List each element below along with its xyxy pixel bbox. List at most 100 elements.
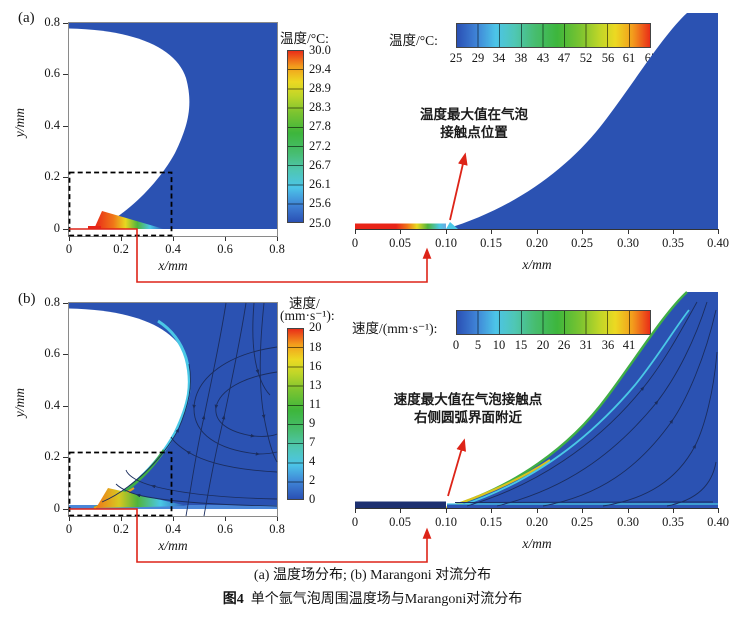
- a-right-colorbar-tick: 56: [601, 51, 615, 65]
- b-left-colorbar-title-line2: (mm·s⁻¹):: [280, 308, 335, 323]
- b-right-xtick: 0.10: [435, 515, 457, 529]
- a-left-colorbar-tick: 28.3: [309, 100, 331, 114]
- a-left-xtick: 0.4: [165, 242, 181, 256]
- b-left-xtick: 0.2: [113, 522, 129, 536]
- figure-caption: 图4 单个氩气泡周围温度场与Marangoni对流分布: [0, 588, 745, 608]
- a-right-colorbar-tick: 34: [492, 51, 506, 65]
- b-left-colorbar-tick: 9: [309, 416, 316, 430]
- b-left-colorbar-tick: 20: [309, 320, 322, 334]
- b-left-colorbar-tick: 18: [309, 340, 322, 354]
- a-left-ytick: 0.8: [44, 15, 60, 29]
- contact-point-cyan-tip: [446, 222, 458, 229]
- b-left-xtick: 0.6: [217, 522, 233, 536]
- b-left-colorbar-tick: 0: [309, 492, 316, 506]
- a-left-colorbar-tick: 29.4: [309, 62, 331, 76]
- b-left-colorbar: [287, 328, 304, 500]
- hot-wall-strip: [355, 223, 446, 229]
- b-right-colorbar: [456, 310, 651, 335]
- panel-b-tag: (b): [18, 291, 36, 307]
- bubble-white-region: [69, 28, 190, 229]
- a-right-xtick: 0.30: [617, 236, 639, 250]
- figure-number: 图4: [222, 592, 244, 607]
- b-left-xtick: 0: [65, 522, 73, 536]
- a-right-xtick: 0.10: [435, 236, 457, 250]
- b-left-xaxis-label: x/mm: [158, 538, 188, 553]
- b-right-colorbar-tick: 41: [622, 338, 636, 352]
- hot-zone-fan: [94, 211, 164, 229]
- b-left-colorbar-tick: 13: [309, 378, 322, 392]
- a-right-xtick: 0.25: [571, 236, 593, 250]
- a-right-xtick: 0.20: [526, 236, 548, 250]
- a-right-colorbar-tick: 43: [536, 51, 550, 65]
- a-left-colorbar-tick: 30.0: [309, 43, 331, 57]
- hot-wall-strip: [88, 226, 101, 229]
- b-right-xtick: 0.30: [617, 515, 639, 529]
- b-left-colorbar-tick: 7: [309, 435, 316, 449]
- b-right-colorbar-tick: 10: [492, 338, 506, 352]
- a-left-colorbar-tick: 25.6: [309, 196, 331, 210]
- fluid-region: [446, 13, 718, 229]
- b-right-xtick: 0.15: [480, 515, 502, 529]
- b-right-colorbar-title: 速度/(mm·s⁻¹):: [352, 321, 438, 336]
- wall-film-strip: [69, 505, 277, 509]
- b-right-xtick: 0.05: [389, 515, 411, 529]
- a-left-xtick: 0.2: [113, 242, 129, 256]
- b-right-x-axis: [355, 508, 719, 509]
- b-left-colorbar-title-line1: 速度/: [289, 296, 320, 311]
- b-right-colorbar-tick: 36: [601, 338, 615, 352]
- streamlines: [454, 301, 718, 507]
- b-right-annotation-line2: 右侧圆弧界面附近: [414, 410, 522, 425]
- a-left-colorbar-tick: 28.9: [309, 81, 331, 95]
- a-left-ytick: 0.6: [44, 66, 60, 80]
- a-right-xtick: 0.35: [662, 236, 684, 250]
- b-right-xaxis-label: x/mm: [522, 536, 552, 551]
- a-right-annotation-line1: 温度最大值在气泡: [420, 107, 528, 122]
- b-right-xtick: 0.20: [526, 515, 548, 529]
- bubble-white-region: [69, 308, 190, 509]
- b-right-xtick: 0.35: [662, 515, 684, 529]
- fluid-region: [446, 292, 718, 508]
- a-left-colorbar-tick: 25.0: [309, 216, 331, 230]
- a-right-colorbar: [456, 23, 651, 48]
- a-left-colorbar-tick: 27.8: [309, 119, 331, 133]
- a-left-colorbar-title: 温度/°C:: [280, 31, 329, 46]
- b-left-yaxis-label: y/mm: [12, 388, 27, 418]
- a-left-ytick: 0.2: [44, 169, 60, 183]
- b-left-ytick: 0: [53, 501, 60, 515]
- figure-title: 单个氩气泡周围温度场与Marangoni对流分布: [250, 592, 523, 607]
- b-right-colorbar-tick: 26: [557, 338, 571, 352]
- a-left-xaxis-label: x/mm: [158, 258, 188, 273]
- b-left-xtick: 0.4: [165, 522, 181, 536]
- a-right-xtick: 0: [351, 236, 359, 250]
- panel-a-temperature-contour-plot: [68, 22, 278, 237]
- b-right-colorbar-tick: 15: [514, 338, 528, 352]
- b-left-colorbar-tick: 4: [309, 454, 316, 468]
- panel-a-tag: (a): [18, 10, 35, 26]
- wall-lowspeed-strip: [355, 501, 446, 508]
- a-left-colorbar: [287, 50, 304, 223]
- interface-cyan-band: [459, 309, 690, 507]
- a-left-xtick: 0.8: [269, 242, 285, 256]
- b-right-annotation-line1: 速度最大值在气泡接触点: [393, 392, 543, 407]
- b-right-colorbar-tick: 20: [536, 338, 550, 352]
- a-left-xtick: 0.6: [217, 242, 233, 256]
- a-right-xtick: 0.05: [389, 236, 411, 250]
- b-left-colorbar-tick: 2: [309, 473, 316, 487]
- b-left-ytick: 0.8: [44, 295, 60, 309]
- a-left-xtick: 0: [65, 242, 73, 256]
- a-left-ytick: 0: [53, 221, 60, 235]
- a-right-colorbar-tick: 52: [579, 51, 593, 65]
- a-right-xtick: 0.15: [480, 236, 502, 250]
- b-right-xtick: 0: [351, 515, 359, 529]
- b-left-ytick: 0.4: [44, 398, 60, 412]
- a-right-xtick: 0.40: [707, 236, 729, 250]
- a-right-x-axis: [355, 229, 719, 230]
- b-right-xtick: 0.40: [707, 515, 729, 529]
- b-right-colorbar-tick: 0: [452, 338, 460, 352]
- a-left-colorbar-tick: 26.7: [309, 158, 331, 172]
- wall-film-strip: [447, 504, 718, 508]
- a-right-annotation: 温度最大值在气泡 接触点位置: [398, 106, 550, 142]
- a-right-annotation-line2: 接触点位置: [440, 125, 508, 140]
- a-right-colorbar-tick: 61: [622, 51, 636, 65]
- b-right-annotation: 速度最大值在气泡接触点 右侧圆弧界面附近: [378, 391, 558, 427]
